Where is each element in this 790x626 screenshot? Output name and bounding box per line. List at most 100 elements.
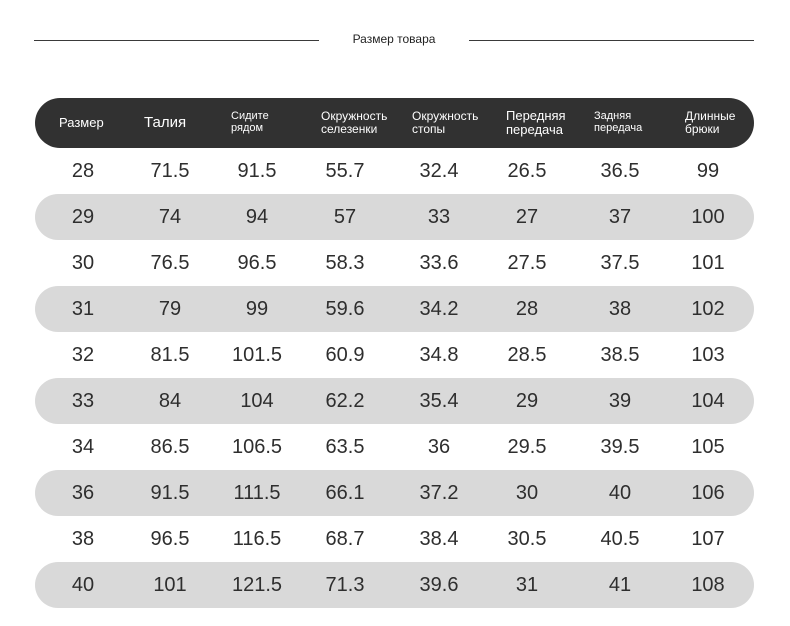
cell-leg-opening: 33.6 xyxy=(419,252,459,274)
cell-waist: 74 xyxy=(158,206,182,228)
cell-front-rise: 28.5 xyxy=(507,344,547,366)
cell-seat: 91.5 xyxy=(237,160,277,182)
cell-length: 103 xyxy=(691,344,725,366)
title-divider-right xyxy=(469,40,754,41)
size-chart-title: Размер товара xyxy=(352,32,436,46)
cell-front-rise: 30.5 xyxy=(507,528,547,550)
table-row: 36 91.5 111.5 66.1 37.2 30 40 106 xyxy=(35,470,754,516)
cell-seat: 121.5 xyxy=(231,574,283,596)
cell-thigh: 58.3 xyxy=(325,252,365,274)
cell-thigh: 59.6 xyxy=(325,298,365,320)
cell-front-rise: 31 xyxy=(515,574,539,596)
cell-seat: 106.5 xyxy=(231,436,283,458)
size-chart-title-row: Размер товара xyxy=(34,30,754,50)
cell-back-rise: 38.5 xyxy=(600,344,640,366)
cell-back-rise: 40.5 xyxy=(600,528,640,550)
cell-thigh: 68.7 xyxy=(325,528,365,550)
cell-front-rise: 27.5 xyxy=(507,252,547,274)
cell-front-rise: 27 xyxy=(515,206,539,228)
cell-waist: 79 xyxy=(158,298,182,320)
cell-seat: 94 xyxy=(245,206,269,228)
cell-leg-opening: 38.4 xyxy=(419,528,459,550)
cell-length: 104 xyxy=(691,390,725,412)
header-seat: Сидите рядом xyxy=(231,110,269,134)
cell-waist: 84 xyxy=(158,390,182,412)
cell-size: 34 xyxy=(71,436,95,458)
cell-waist: 86.5 xyxy=(150,436,190,458)
table-row: 31 79 99 59.6 34.2 28 38 102 xyxy=(35,286,754,332)
cell-leg-opening: 34.2 xyxy=(419,298,459,320)
cell-thigh: 62.2 xyxy=(325,390,365,412)
size-table: Размер Талия Сидите рядом Окружность сел… xyxy=(35,98,754,608)
cell-length: 107 xyxy=(691,528,725,550)
table-row: 28 71.5 91.5 55.7 32.4 26.5 36.5 99 xyxy=(35,148,754,194)
cell-leg-opening: 39.6 xyxy=(419,574,459,596)
cell-front-rise: 29.5 xyxy=(507,436,547,458)
cell-thigh: 66.1 xyxy=(325,482,365,504)
cell-waist: 96.5 xyxy=(150,528,190,550)
cell-leg-opening: 34.8 xyxy=(419,344,459,366)
cell-size: 29 xyxy=(71,206,95,228)
cell-length: 108 xyxy=(691,574,725,596)
cell-back-rise: 37 xyxy=(608,206,632,228)
cell-waist: 91.5 xyxy=(150,482,190,504)
cell-back-rise: 39 xyxy=(608,390,632,412)
table-row: 29 74 94 57 33 27 37 100 xyxy=(35,194,754,240)
cell-size: 38 xyxy=(71,528,95,550)
cell-seat: 99 xyxy=(245,298,269,320)
cell-thigh: 71.3 xyxy=(325,574,365,596)
cell-size: 28 xyxy=(71,160,95,182)
cell-seat: 104 xyxy=(240,390,274,412)
cell-back-rise: 36.5 xyxy=(600,160,640,182)
cell-front-rise: 29 xyxy=(515,390,539,412)
cell-length: 100 xyxy=(691,206,725,228)
header-length: Длинные брюки xyxy=(685,109,736,136)
cell-size: 30 xyxy=(71,252,95,274)
cell-seat: 96.5 xyxy=(237,252,277,274)
cell-leg-opening: 37.2 xyxy=(419,482,459,504)
cell-back-rise: 37.5 xyxy=(600,252,640,274)
table-row: 40 101 121.5 71.3 39.6 31 41 108 xyxy=(35,562,754,608)
header-waist: Талия xyxy=(144,114,187,132)
cell-back-rise: 40 xyxy=(608,482,632,504)
cell-thigh: 63.5 xyxy=(325,436,365,458)
cell-length: 99 xyxy=(696,160,720,182)
cell-thigh: 55.7 xyxy=(325,160,365,182)
cell-leg-opening: 35.4 xyxy=(419,390,459,412)
header-leg-opening: Окружность стопы xyxy=(412,109,479,136)
cell-waist: 76.5 xyxy=(150,252,190,274)
cell-length: 101 xyxy=(691,252,725,274)
cell-length: 106 xyxy=(691,482,725,504)
table-row: 38 96.5 116.5 68.7 38.4 30.5 40.5 107 xyxy=(35,516,754,562)
header-thigh: Окружность селезенки xyxy=(321,109,388,136)
cell-size: 36 xyxy=(71,482,95,504)
table-row: 34 86.5 106.5 63.5 36 29.5 39.5 105 xyxy=(35,424,754,470)
cell-length: 102 xyxy=(691,298,725,320)
header-size: Размер xyxy=(59,115,104,131)
size-table-body: 28 71.5 91.5 55.7 32.4 26.5 36.5 99 29 74 94 57 33 27… xyxy=(35,148,754,608)
cell-waist: 101 xyxy=(153,574,187,596)
cell-waist: 81.5 xyxy=(150,344,190,366)
cell-size: 32 xyxy=(71,344,95,366)
cell-size: 40 xyxy=(71,574,95,596)
cell-seat: 101.5 xyxy=(231,344,283,366)
cell-seat: 111.5 xyxy=(233,482,281,504)
cell-thigh: 57 xyxy=(333,206,357,228)
cell-back-rise: 41 xyxy=(608,574,632,596)
cell-leg-opening: 36 xyxy=(427,436,451,458)
table-row: 33 84 104 62.2 35.4 29 39 104 xyxy=(35,378,754,424)
size-table-header: Размер Талия Сидите рядом Окружность сел… xyxy=(35,98,754,148)
cell-length: 105 xyxy=(691,436,725,458)
table-row: 32 81.5 101.5 60.9 34.8 28.5 38.5 103 xyxy=(35,332,754,378)
cell-size: 33 xyxy=(71,390,95,412)
cell-thigh: 60.9 xyxy=(325,344,365,366)
title-divider-left xyxy=(34,40,319,41)
cell-front-rise: 30 xyxy=(515,482,539,504)
cell-leg-opening: 33 xyxy=(427,206,451,228)
cell-leg-opening: 32.4 xyxy=(419,160,459,182)
cell-back-rise: 38 xyxy=(608,298,632,320)
cell-waist: 71.5 xyxy=(150,160,190,182)
cell-front-rise: 26.5 xyxy=(507,160,547,182)
header-front-rise: Передняя передача xyxy=(506,108,566,137)
cell-size: 31 xyxy=(71,298,95,320)
